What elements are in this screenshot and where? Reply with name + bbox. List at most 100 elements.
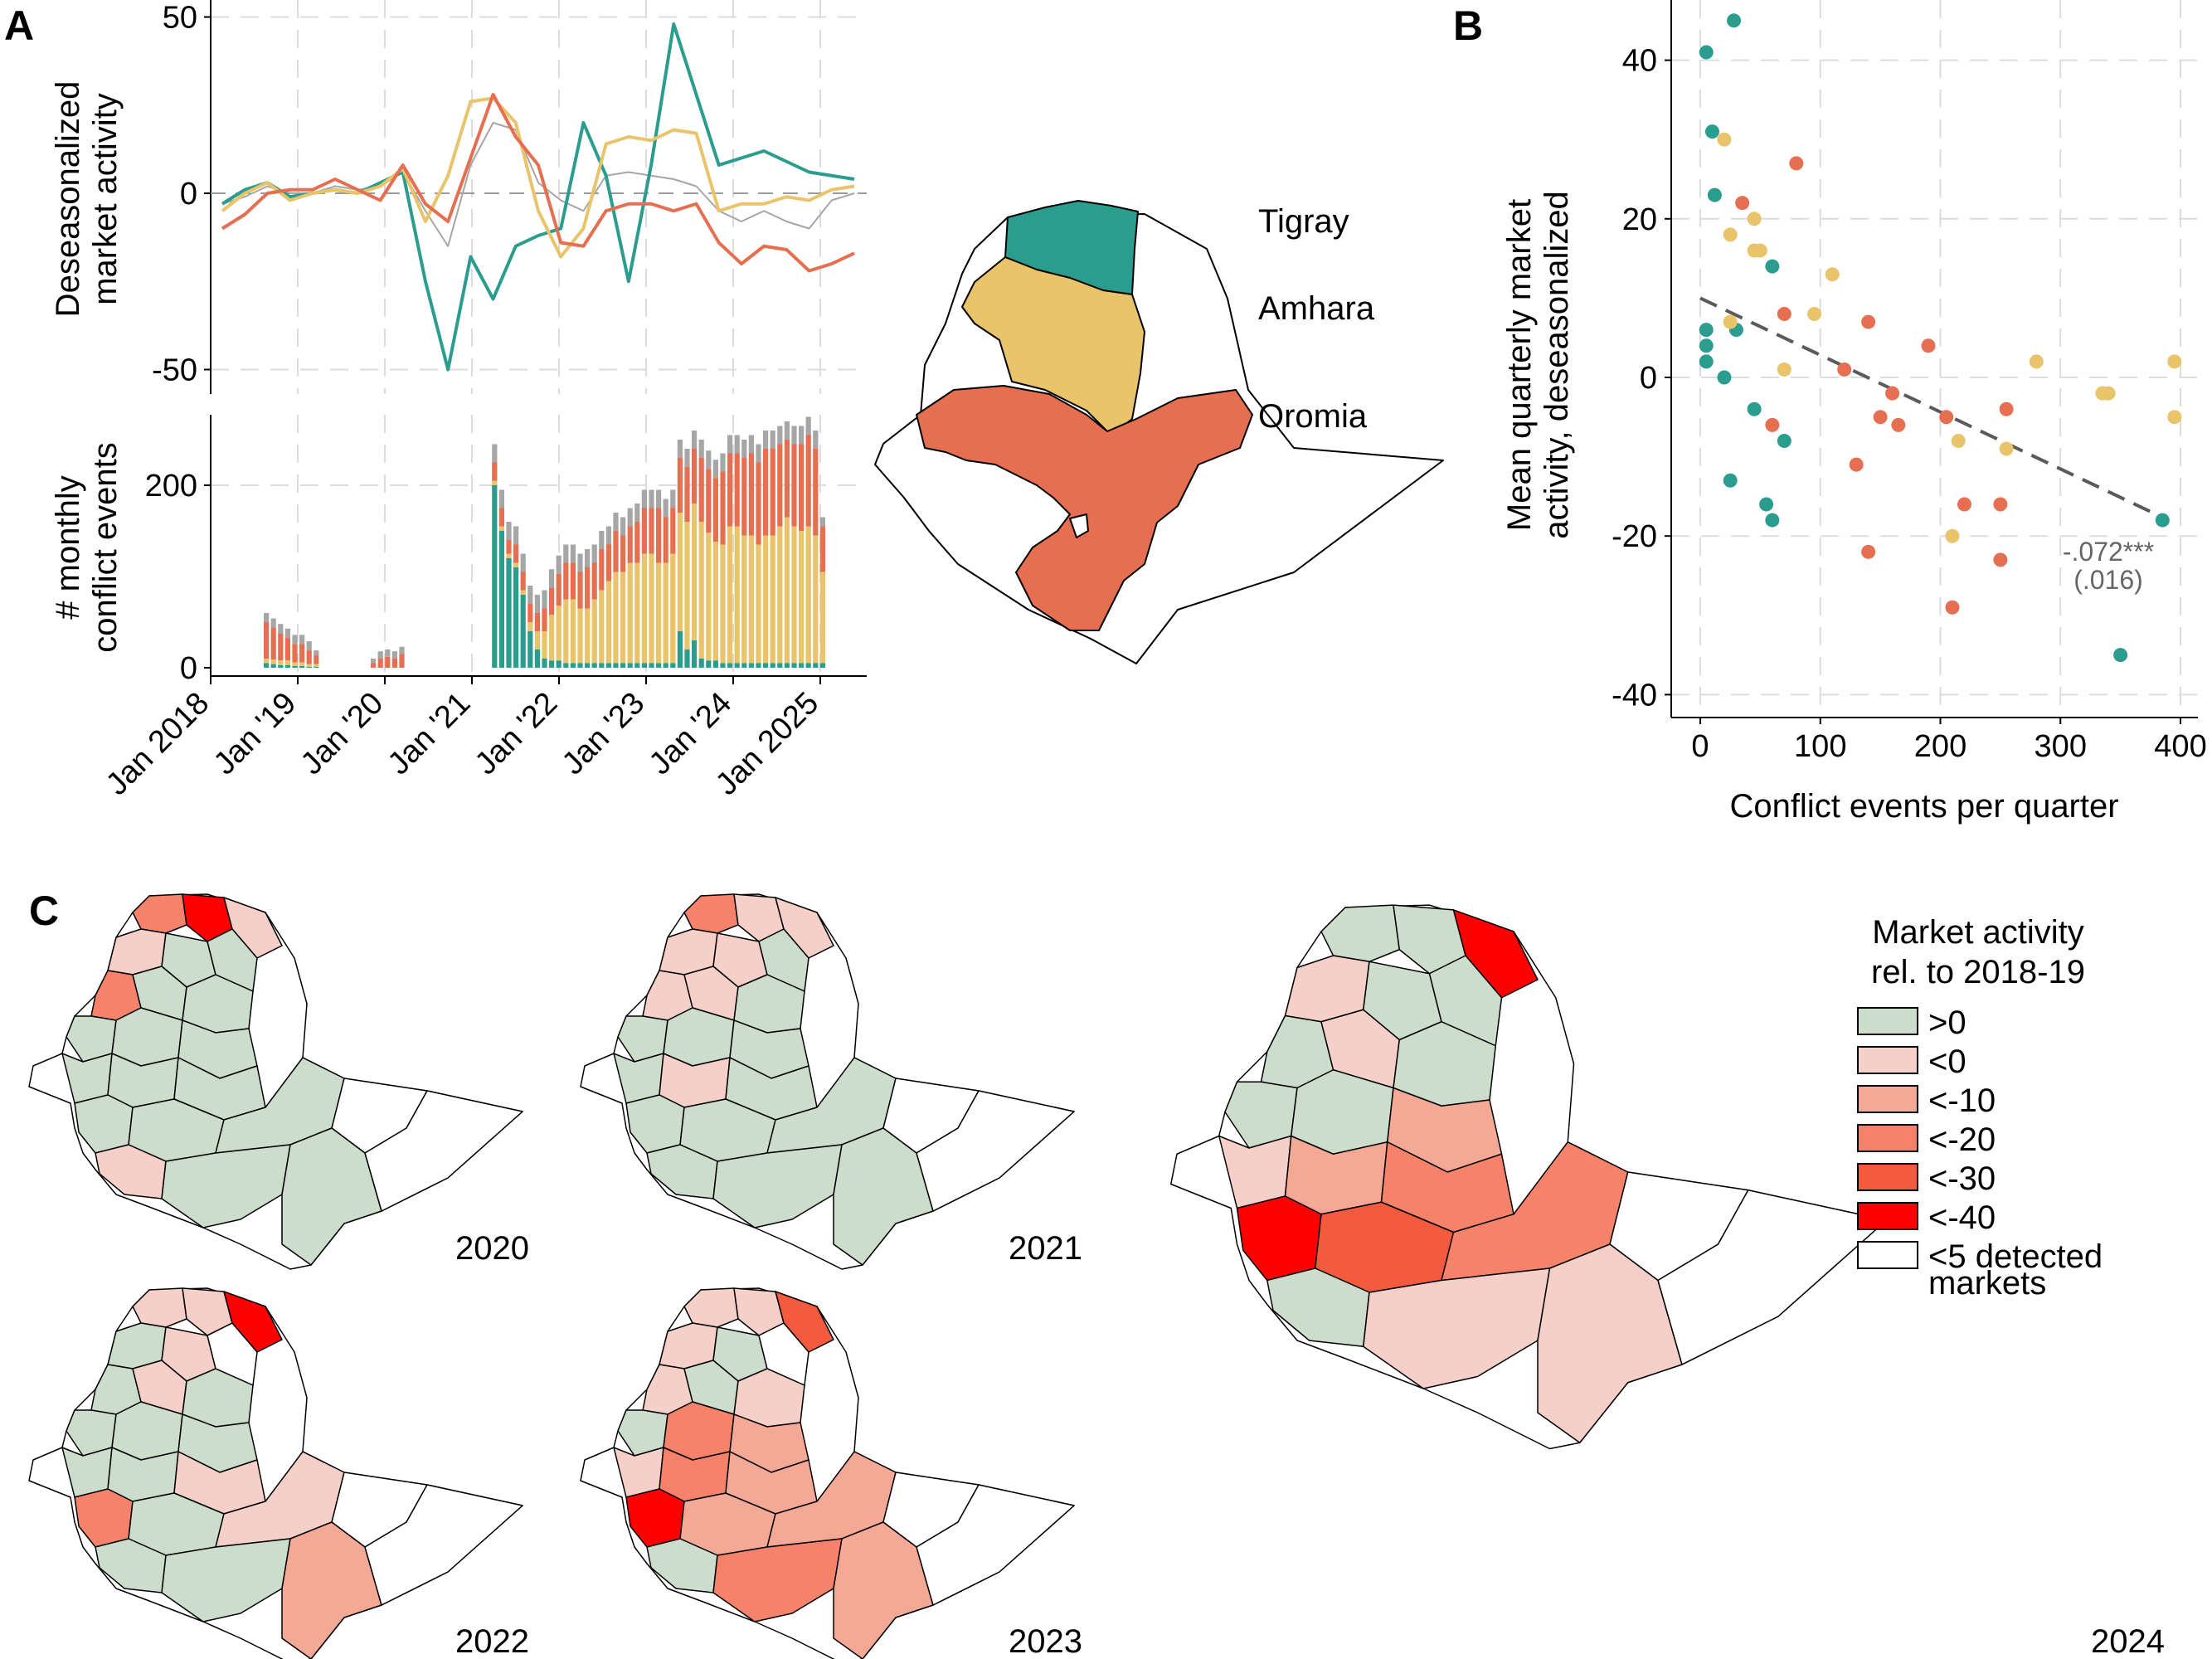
- legend-swatch: [1857, 1046, 1918, 1074]
- bar-segment: [264, 663, 270, 668]
- bar-segment: [784, 440, 790, 518]
- point-oromia: [1873, 410, 1888, 425]
- point-tigray: [1699, 338, 1714, 353]
- bar-segment: [763, 535, 769, 664]
- point-tigray: [1747, 401, 1762, 416]
- bar-segment: [634, 562, 640, 664]
- legend-label: <-30: [1928, 1160, 1996, 1197]
- series-line-amhara: [221, 96, 855, 259]
- bar-segment: [534, 595, 540, 613]
- bar-segment: [706, 660, 712, 668]
- point-amhara: [1807, 307, 1822, 322]
- bar-segment: [756, 663, 761, 668]
- b-xtick-label: 300: [2035, 729, 2087, 764]
- b-ytick-label: -20: [1612, 519, 1657, 554]
- legend-swatch: [1857, 1124, 1918, 1152]
- point-tigray: [1717, 370, 1732, 385]
- series-line-tigray: [221, 22, 855, 372]
- bar-segment: [605, 526, 611, 545]
- bar-segment: [692, 449, 698, 504]
- bar-segment: [741, 458, 747, 536]
- bar-segment: [777, 663, 783, 668]
- bar-segment: [585, 663, 591, 668]
- legend-title-line2: rel. to 2018-19: [1871, 954, 2085, 990]
- bar-segment: [306, 664, 312, 667]
- bar-segment: [605, 663, 611, 668]
- b-ytick-label: 40: [1622, 44, 1657, 79]
- bar-segment: [649, 508, 654, 554]
- bar-segment: [613, 531, 619, 572]
- point-amhara: [1747, 212, 1762, 226]
- point-oromia: [1861, 314, 1876, 329]
- bar-segment: [292, 665, 298, 668]
- point-tigray: [1699, 323, 1714, 338]
- bar-segment: [585, 549, 591, 567]
- bar-segment: [299, 644, 305, 663]
- bar-segment: [677, 631, 683, 668]
- bar-segment: [513, 544, 519, 563]
- bar-segment: [270, 627, 276, 660]
- bar-segment: [534, 649, 540, 668]
- point-oromia: [1885, 386, 1900, 401]
- bar-segment: [627, 508, 633, 527]
- bar-segment: [634, 504, 640, 522]
- point-oromia: [1999, 401, 2014, 416]
- district-map-2022: [28, 1287, 523, 1659]
- bar-segment: [799, 531, 805, 664]
- point-amhara: [2167, 410, 2182, 425]
- bar-segment: [527, 586, 533, 604]
- legend-label: <-20: [1928, 1121, 1996, 1158]
- district-region: [712, 1538, 843, 1623]
- bar-segment: [264, 659, 270, 664]
- legend-swatch: [1857, 1241, 1918, 1269]
- bar-segment: [556, 660, 562, 668]
- a-bot-xtick-label: Jan '19: [207, 686, 304, 782]
- point-tigray: [1707, 187, 1722, 202]
- district-region: [111, 1007, 183, 1067]
- point-oromia: [1735, 196, 1750, 211]
- district-region: [207, 928, 258, 992]
- bar-segment: [727, 663, 733, 668]
- bar-segment: [649, 663, 654, 668]
- bar-segment: [712, 542, 718, 661]
- district-region: [364, 1484, 523, 1606]
- bar-segment: [620, 535, 626, 572]
- bar-segment: [506, 522, 512, 540]
- bar-segment: [520, 595, 526, 668]
- bar-segment: [270, 659, 276, 664]
- bar-segment: [805, 435, 811, 527]
- bar-segment: [513, 526, 519, 545]
- district-region: [712, 1144, 843, 1228]
- district-region: [111, 1401, 183, 1461]
- a-top-tick-label: -50: [152, 353, 197, 388]
- district-region: [223, 897, 283, 959]
- bar-segment: [270, 664, 276, 668]
- bar-segment: [284, 660, 290, 665]
- district-region: [833, 1127, 934, 1266]
- series-line-other: [221, 122, 855, 247]
- a-top-tick-label: 50: [163, 1, 197, 36]
- point-tigray: [1704, 124, 1719, 139]
- bar-segment: [385, 649, 391, 657]
- bar-segment: [534, 613, 540, 631]
- point-oromia: [1777, 307, 1791, 322]
- bar-segment: [299, 662, 305, 666]
- bar-segment: [570, 562, 576, 600]
- bar-segment: [542, 590, 547, 609]
- bar-segment: [641, 508, 647, 554]
- bar-segment: [649, 553, 654, 664]
- bar-segment: [292, 644, 298, 663]
- bar-segment: [613, 663, 619, 668]
- bar-segment: [306, 641, 312, 651]
- bar-segment: [314, 654, 319, 664]
- bar-segment: [805, 663, 811, 668]
- bar-segment: [492, 485, 498, 668]
- district-region: [663, 1007, 735, 1067]
- bar-segment: [527, 604, 533, 622]
- point-oromia: [1765, 417, 1780, 432]
- bar-segment: [278, 624, 284, 634]
- bar-segment: [784, 663, 790, 668]
- legend-title-line1: Market activity: [1872, 914, 2084, 951]
- a-bot-ylabel-line2: conflict events: [87, 442, 124, 652]
- bar-segment: [377, 651, 383, 659]
